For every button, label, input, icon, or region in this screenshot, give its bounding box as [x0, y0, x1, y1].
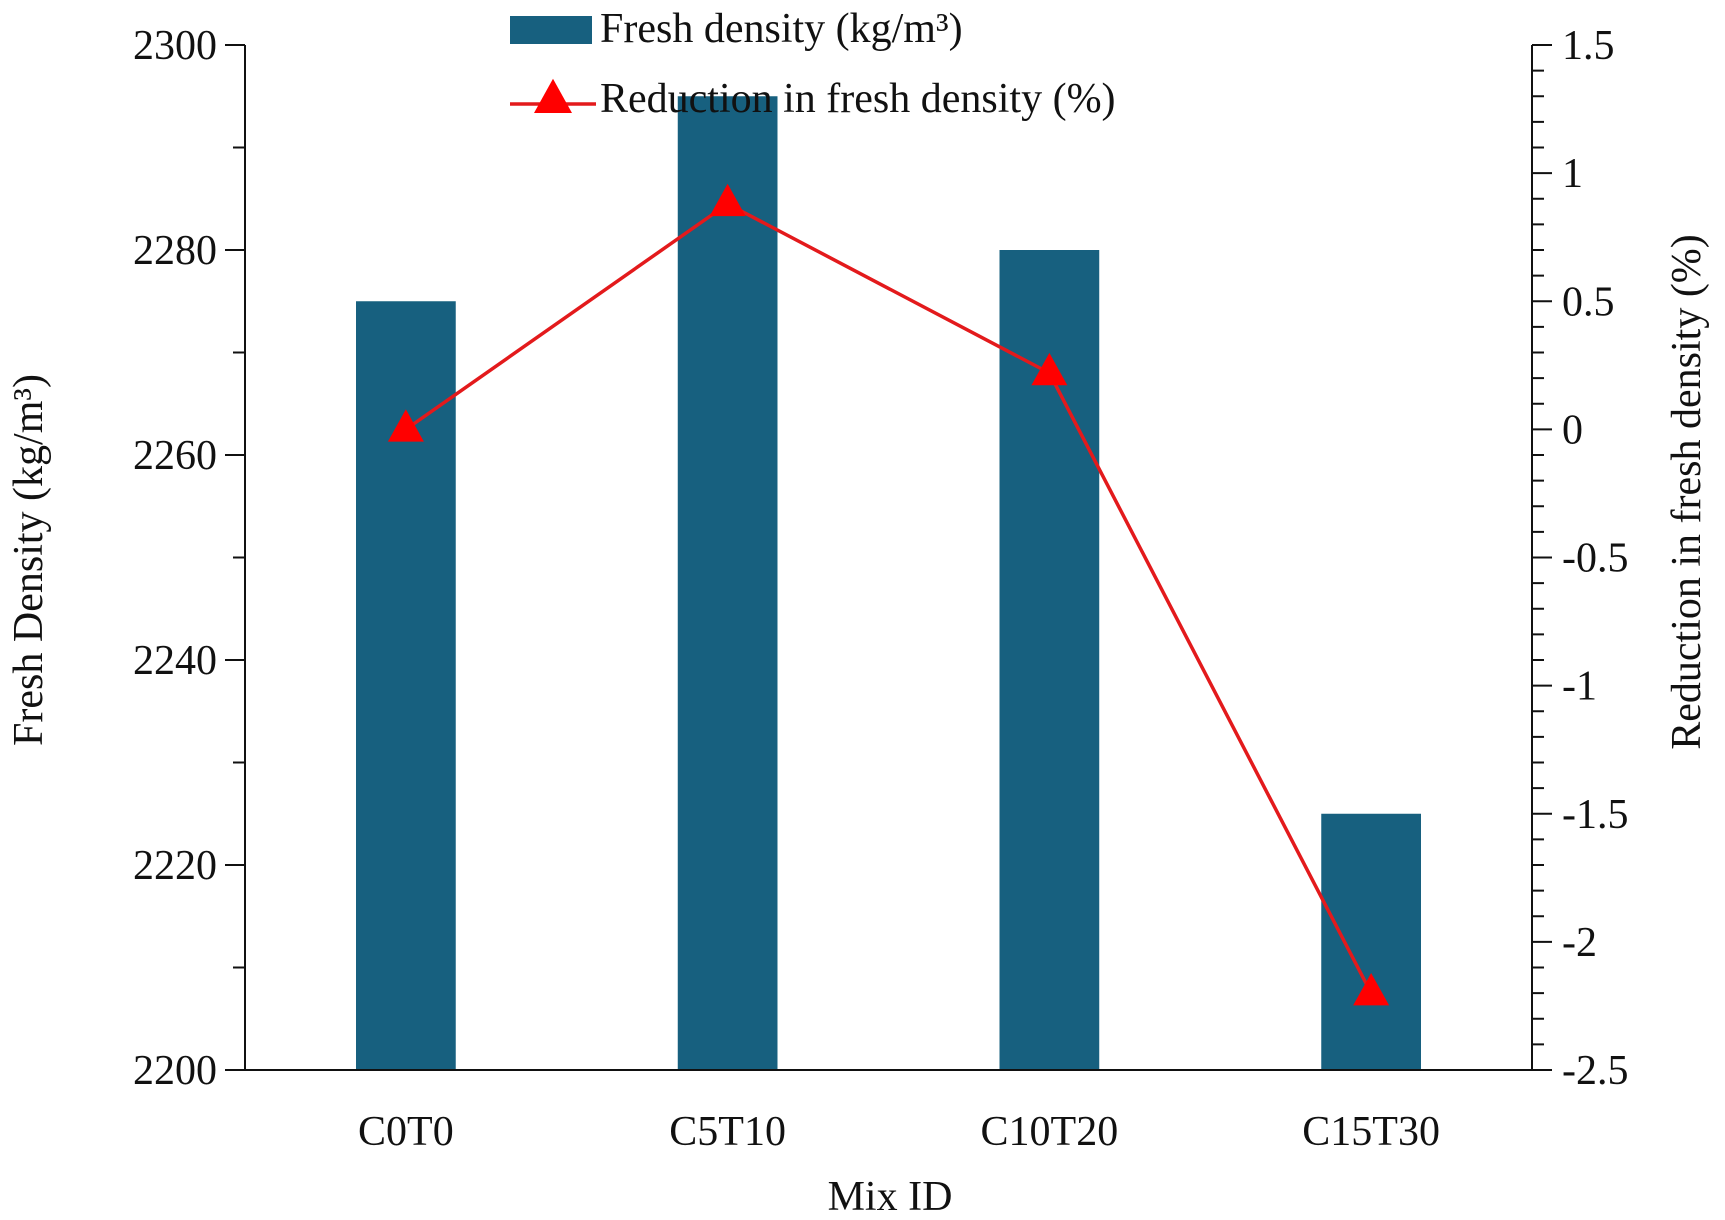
bar-series: [356, 96, 1421, 1070]
y-tick-label: 2260: [133, 433, 217, 479]
marker-c0t0: [387, 409, 424, 442]
legend-label-fresh-density: Fresh density (kg/m³): [600, 6, 963, 52]
bar-c10t20: [999, 250, 1100, 1070]
y-tick-label: 2240: [133, 638, 217, 684]
y2-tick-label: 0: [1562, 407, 1583, 453]
legend-label-reduction: Reduction in fresh density (%): [600, 76, 1116, 122]
y2-tick-label: -2: [1562, 920, 1597, 966]
y2-tick-label: 1: [1562, 151, 1583, 197]
y2-tick-label: 1.5: [1562, 23, 1615, 69]
y2-tick-label: -1.5: [1562, 792, 1629, 838]
bar-c5t10: [677, 96, 778, 1070]
legend-bar-swatch: [510, 16, 592, 44]
y-tick-label: 2300: [133, 23, 217, 69]
marker-c10t20: [1031, 352, 1068, 386]
reduction-line: [404, 201, 1373, 994]
x-tick-label: C15T30: [1302, 1109, 1440, 1155]
y2-axis-title: Reduction in fresh density (%): [1664, 234, 1710, 750]
marker-c5t10: [709, 183, 746, 217]
x-axis-title: Mix ID: [828, 1174, 953, 1220]
legend-triangle-icon: [534, 78, 572, 113]
line-series: [387, 183, 1390, 1006]
legend: Fresh density (kg/m³) Reduction in fresh …: [510, 6, 1116, 122]
y-axis-title: Fresh Density (kg/m³): [6, 374, 52, 746]
marker-c15t30: [1353, 973, 1390, 1006]
axes: 2200 2220 2240 2260 2280 2300 -2.5 -2 -1.5 -1 -0.5…: [133, 23, 1629, 1155]
y-tick-label: 2220: [133, 843, 217, 889]
y2-tick-label: 0.5: [1562, 279, 1615, 325]
y-tick-label: 2280: [133, 228, 217, 274]
x-tick-label: C5T10: [669, 1109, 786, 1155]
x-tick-label: C0T0: [358, 1109, 454, 1155]
y2-tick-label: -1: [1562, 664, 1597, 710]
bar-c15t30: [1321, 813, 1421, 1070]
y2-tick-label: -0.5: [1562, 536, 1629, 582]
x-tick-label: C10T20: [981, 1109, 1119, 1155]
y2-tick-label: -2.5: [1562, 1048, 1629, 1094]
y-tick-label: 2200: [133, 1048, 217, 1094]
